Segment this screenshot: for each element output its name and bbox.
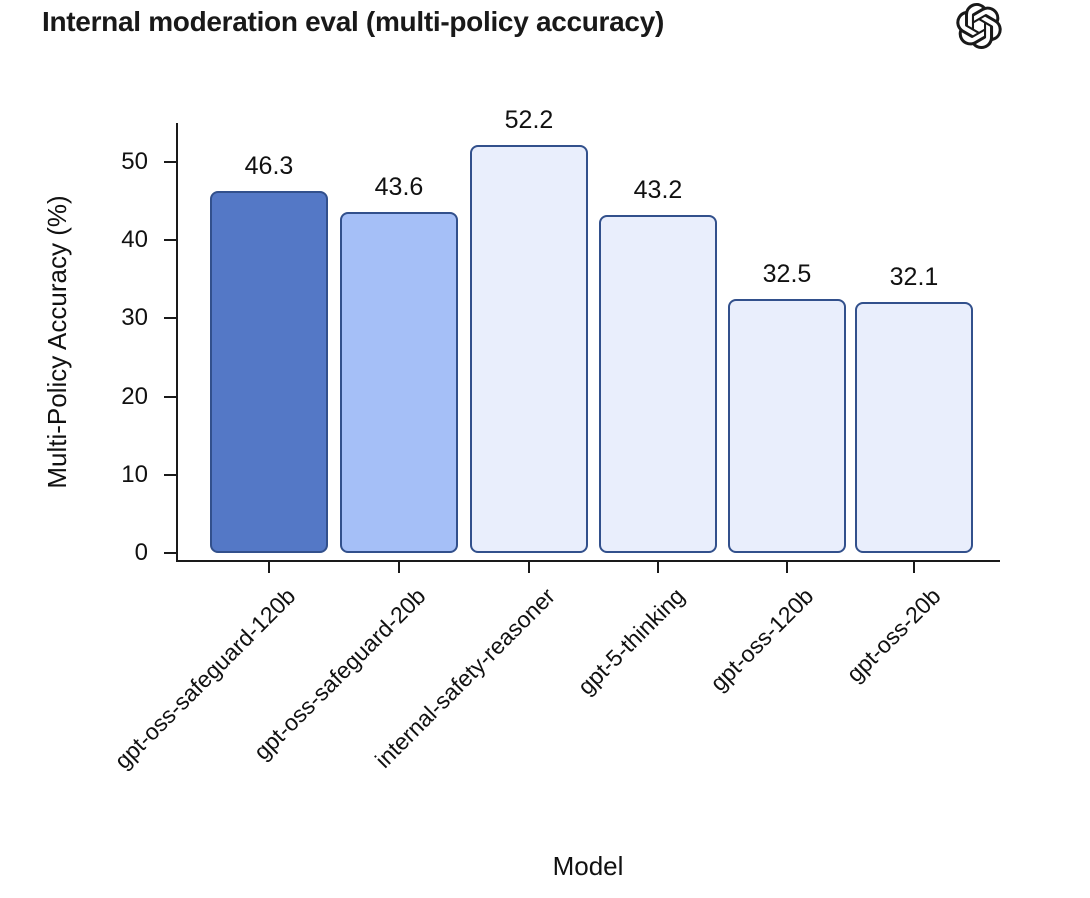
x-tick-mark	[913, 560, 915, 573]
bar-gpt-oss-20b	[855, 301, 973, 553]
x-tick-label: gpt-oss-20b	[840, 582, 946, 687]
bar-internal-safety-reasoner	[470, 144, 588, 553]
bar-value-label: 43.2	[633, 176, 683, 205]
y-axis-spine	[176, 123, 178, 561]
y-tick-mark	[164, 161, 176, 163]
bar-value-label: 52.2	[504, 105, 554, 134]
bar-value-label: 43.6	[374, 173, 424, 202]
y-tick-mark	[164, 395, 176, 398]
x-tick-mark	[268, 560, 270, 573]
y-tick-label: 30	[121, 304, 148, 332]
x-tick-mark	[657, 560, 659, 573]
bar-value-label: 32.5	[762, 259, 812, 288]
bar-gpt-oss-120b	[728, 298, 846, 553]
y-tick-mark	[164, 239, 176, 242]
bar-value-label: 32.1	[889, 262, 939, 291]
chart-title: Internal moderation eval (multi-policy a…	[42, 6, 664, 37]
bar-gpt-oss-safeguard-120b	[210, 190, 328, 553]
openai-logo-icon	[956, 3, 1002, 49]
y-tick-label: 50	[121, 148, 148, 175]
x-tick-mark	[786, 560, 788, 573]
x-tick-label: gpt-5-thinking	[572, 582, 690, 700]
bar-value-label: 46.3	[244, 151, 294, 180]
y-tick-mark	[164, 473, 176, 476]
bar-gpt-oss-safeguard-20b	[340, 212, 458, 553]
y-tick-label: 20	[121, 382, 148, 410]
y-tick-label: 40	[121, 226, 148, 254]
x-tick-mark	[398, 560, 400, 573]
x-axis-label: Model	[552, 851, 624, 881]
y-tick-mark	[164, 317, 176, 320]
y-axis-label: Multi-Policy Accuracy (%)	[42, 195, 72, 489]
x-tick-label: gpt-oss-120b	[704, 582, 819, 697]
bar-gpt-5-thinking	[599, 215, 717, 553]
y-tick-label: 0	[134, 539, 148, 566]
x-tick-mark	[528, 560, 530, 573]
y-tick-mark	[164, 552, 176, 554]
x-axis-spine	[176, 560, 1000, 562]
y-tick-label: 10	[121, 460, 148, 488]
